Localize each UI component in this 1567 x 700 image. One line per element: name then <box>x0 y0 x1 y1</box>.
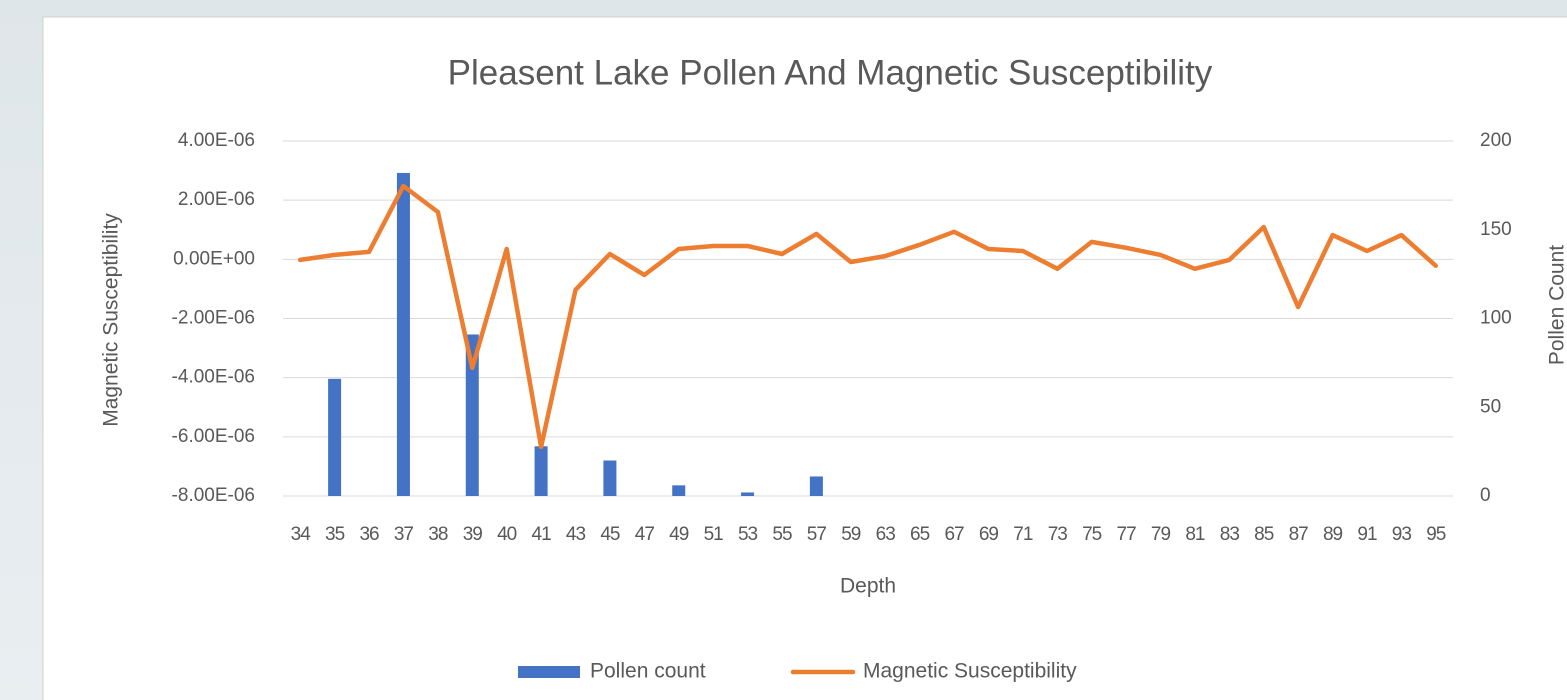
y2-tick-label: 100 <box>1480 308 1512 329</box>
y-tick-label: 4.00E-06 <box>178 130 255 151</box>
y2-tick-label: 150 <box>1480 219 1512 240</box>
x-tick-label: 91 <box>1357 524 1377 545</box>
x-tick-label: 89 <box>1323 524 1343 545</box>
x-tick-label: 65 <box>910 524 930 545</box>
x-tick-label: 93 <box>1392 524 1412 545</box>
x-tick-label: 38 <box>428 524 448 545</box>
x-tick-label: 47 <box>635 524 655 545</box>
x-tick-label: 36 <box>359 524 379 545</box>
x-tick-label: 35 <box>325 524 345 545</box>
x-tick-label: 53 <box>738 524 758 545</box>
x-tick-label: 43 <box>566 524 586 545</box>
bar <box>328 378 342 496</box>
bar <box>741 492 755 496</box>
x-tick-label: 77 <box>1117 524 1137 545</box>
y-tick-label: 0.00E+00 <box>173 248 255 269</box>
x-tick-label: 57 <box>807 524 827 545</box>
bar <box>534 446 548 496</box>
chart-title: Pleasent Lake Pollen And Magnetic Suscep… <box>448 53 1213 92</box>
x-tick-label: 83 <box>1220 524 1240 545</box>
x-tick-label: 45 <box>600 524 620 545</box>
bar <box>465 334 479 496</box>
x-tick-label: 51 <box>704 524 724 545</box>
y-axis-label: Magnetic Susceptibility <box>100 213 123 427</box>
line <box>297 183 1439 450</box>
x-tick-label: 81 <box>1185 524 1205 545</box>
y-tick-label: -4.00E-06 <box>172 367 255 388</box>
y2-tick-label: 200 <box>1480 130 1512 151</box>
x-tick-label: 63 <box>876 524 896 545</box>
x-tick-label: 75 <box>1082 524 1102 545</box>
y-tick-label: -2.00E-06 <box>172 308 255 329</box>
y-tick-label: -8.00E-06 <box>172 485 255 506</box>
bar <box>672 485 686 496</box>
x-tick-label: 49 <box>669 524 689 545</box>
x-tick-label: 95 <box>1426 524 1446 545</box>
y2-tick-label: 0 <box>1480 485 1491 506</box>
x-tick-label: 85 <box>1254 524 1274 545</box>
x-tick-label: 37 <box>394 524 414 545</box>
legend-swatch <box>518 666 580 678</box>
x-tick-label: 79 <box>1151 524 1171 545</box>
x-tick-label: 73 <box>1048 524 1068 545</box>
x-tick-label: 39 <box>463 524 483 545</box>
x-tick-label: 87 <box>1289 524 1309 545</box>
x-tick-label: 69 <box>979 524 999 545</box>
bar <box>396 172 410 496</box>
bar <box>809 476 823 496</box>
y-tick-label: 2.00E-06 <box>178 189 255 210</box>
x-tick-label: 34 <box>291 524 312 545</box>
legend-label: Pollen count <box>590 660 706 683</box>
x-tick-label: 40 <box>497 524 517 545</box>
y-tick-label: -6.00E-06 <box>172 426 255 447</box>
x-tick-label: 71 <box>1013 524 1033 545</box>
x-axis-label: Depth <box>840 575 896 598</box>
y2-axis-label: Pollen Count <box>1546 245 1567 365</box>
bar <box>603 460 617 496</box>
x-tick-label: 55 <box>772 524 792 545</box>
legend-label: Magnetic Susceptibility <box>863 660 1077 683</box>
x-tick-label: 59 <box>841 524 861 545</box>
y2-tick-label: 50 <box>1480 396 1501 417</box>
x-tick-label: 67 <box>944 524 964 545</box>
chart-area <box>42 16 1567 700</box>
x-tick-label: 41 <box>532 524 552 545</box>
